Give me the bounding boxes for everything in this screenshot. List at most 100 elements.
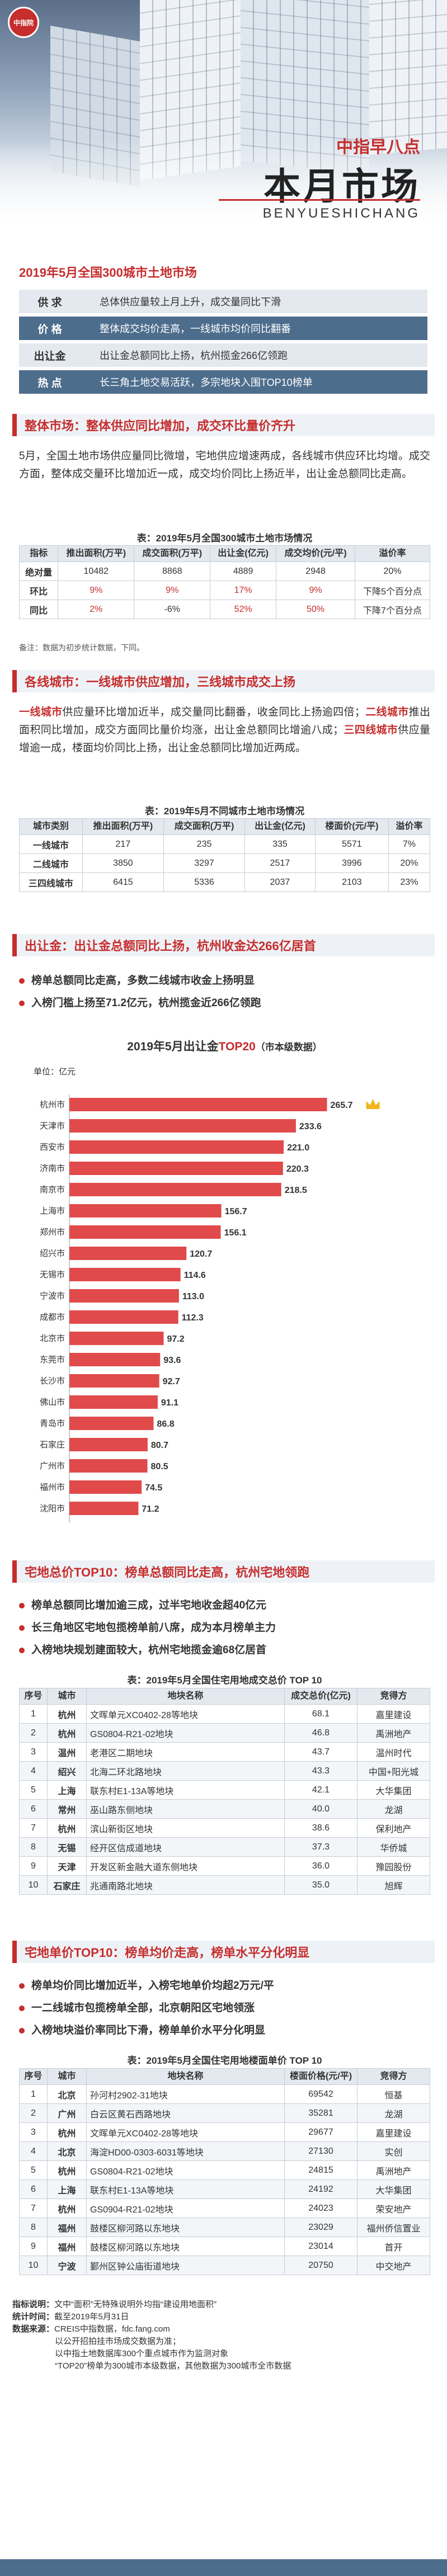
footer-label: 数据来源： [12,2324,55,2334]
table-cell: 中国+阳光城 [357,1761,430,1781]
bar [69,1247,187,1260]
category-label: 郑州市 [40,1228,65,1237]
bar [69,1374,159,1388]
table-row: 5 上海 联东村E1-13A等地块 42.1 大华集团 [19,1780,430,1800]
table-cell: 7% [388,834,431,854]
footer-text: CREIS中指数据，fdc.fang.com [54,2324,170,2334]
table-cell: 下降5个百分点 [355,581,430,600]
data-label: 112.3 [182,1313,204,1323]
category-label: 济南市 [40,1164,65,1173]
table-cell: 杭州 [47,2198,87,2218]
data-label: 80.5 [151,1462,168,1471]
table-cell: 5 [19,1780,48,1800]
category-label: 沈阳市 [40,1504,65,1513]
table-row: 一线城市 217 235 335 5571 7% [19,834,431,854]
footer-bar [0,2559,447,2576]
column-header: 溢价率 [388,818,431,835]
table-cell: 9 [19,2237,48,2256]
footer-text: 文中“面积”无特殊说明外均指“建设用地面积” [54,2300,217,2309]
table-cell: 杭州 [47,1704,87,1724]
table-cell: 宁波 [47,2256,87,2275]
table-cell: 旭辉 [357,1875,430,1895]
category-label: 石家庄 [40,1440,65,1450]
table-row: 三四线城市 6415 5336 2037 2103 23% [19,872,431,892]
highlight-text: 一线城市 [19,706,63,718]
data-label: 91.1 [161,1398,178,1408]
category-label: 南京市 [40,1185,65,1195]
column-header: 成交均价(元/平) [276,545,355,562]
table-cell: 38.6 [284,1818,357,1838]
data-label: 218.5 [285,1186,307,1195]
category-label: 佛山市 [40,1398,65,1407]
section-title: 出让金：出让金总额同比上扬，杭州收金达266亿居首 [25,939,316,953]
data-label: 120.7 [190,1249,212,1259]
footer-label: 指标说明： [12,2300,55,2309]
data-label: 114.6 [184,1271,206,1280]
table-cell: 10 [19,1875,48,1895]
category-label: 北京市 [40,1334,65,1343]
table-cell: 2948 [276,562,355,581]
table-cell: 17% [210,581,276,600]
table-cell: 35.0 [284,1875,357,1895]
total-price-table: 序号 城市 地块名称 成交总价(亿元) 竞得方 1 杭州 文晖单元XC0402-28… [19,1688,430,1895]
hero-banner: 中指院 中指早八点 本月市场 BENYUESHICHANG [0,0,447,240]
table-cell: 龙湖 [357,2103,430,2123]
bullet-item: 入榜门槛上扬至71.2亿元，杭州揽金近266亿领跑 [19,994,433,1009]
section-title: 宅地总价TOP10：榜单总额同比走高，杭州宅地领跑 [25,1565,310,1579]
table-cell: 20% [355,562,430,581]
table-cell: 24815 [284,2160,357,2180]
column-header: 城市 [47,2068,87,2085]
table-row: 6 常州 巫山路东侧地块 40.0 龙湖 [19,1799,430,1819]
table-title: 表：2019年5月全国300城市土地市场情况 [137,533,313,544]
table-cell: 开发区新金融大道东侧地块 [86,1856,285,1876]
footer-notes: 指标说明：文中“面积”无特殊说明外均指“建设用地面积” 统计时间：截至2019年… [12,2299,435,2372]
table-cell: 24192 [284,2179,357,2199]
table-cell: 46.8 [284,1723,357,1743]
page-title: 本月市场 [264,166,420,207]
table-row: 7 杭州 滨山新街区地块 38.6 保利地产 [19,1818,430,1838]
table-cell: 温州时代 [357,1742,430,1762]
table-cell: 20% [388,853,431,873]
chart-title: 2019年5月出让金TOP20（市本级数据） [19,1037,430,1054]
table-row: 8 福州 鼓楼区柳河路以东地块 23029 福州侨信置业 [19,2218,430,2237]
table-cell: 北海二环北路地块 [86,1761,285,1781]
category-label: 无锡市 [40,1270,65,1280]
table-cell: 大华集团 [357,2179,430,2199]
data-label: 221.0 [287,1143,309,1153]
bar [69,1459,148,1473]
category-label: 福州市 [40,1483,65,1492]
table-cell: 鼓楼区柳河路以东地块 [86,2237,285,2256]
logo-icon: 中指院 [8,7,39,38]
column-header: 竞得方 [357,2068,430,2085]
section-title: 宅地单价TOP10：榜单均价走高，榜单水平分化明显 [25,1946,310,1960]
category-label: 杭州市 [40,1100,65,1110]
table-cell: 23014 [284,2237,357,2256]
table-cell: 上海 [47,2179,87,2199]
table-cell: 4 [19,1761,48,1781]
table-cell: 广州 [47,2103,87,2123]
table-cell: 9% [134,581,211,600]
column-header: 出让金(亿元) [244,818,316,835]
highlight-text: 三四线城市 [344,724,398,736]
table-cell: 69542 [284,2084,357,2104]
table-cell: 白云区黄石西路地块 [86,2103,285,2123]
table-cell: 43.3 [284,1761,357,1781]
table-cell: 首开 [357,2237,430,2256]
table-cell: 23029 [284,2218,357,2237]
building-graphic [369,0,447,155]
column-header: 推出面积(万平) [82,818,164,835]
hero-fade [0,140,447,240]
data-label: 97.2 [167,1334,184,1344]
bullet-item: 入榜地块溢价率同比下滑，榜单单价水平分化明显 [19,2022,433,2037]
table-cell: 37.3 [284,1837,357,1857]
table-cell: 同比 [18,600,59,619]
data-label: 156.7 [225,1207,247,1216]
footer-text: 截至2019年5月31日 [54,2312,129,2322]
bullet-item: 榜单总额同比走高，多数二线城市收金上扬明显 [19,972,433,987]
footer-line: 以中指土地数据库300个重点城市作为监测对象 [55,2349,229,2358]
table-cell: 2 [19,1723,48,1743]
table-cell: 2037 [244,872,316,892]
table-row: 1 杭州 文晖单元XC0402-28等地块 68.1 嘉里建设 [19,1704,430,1724]
category-label: 广州市 [40,1461,65,1471]
